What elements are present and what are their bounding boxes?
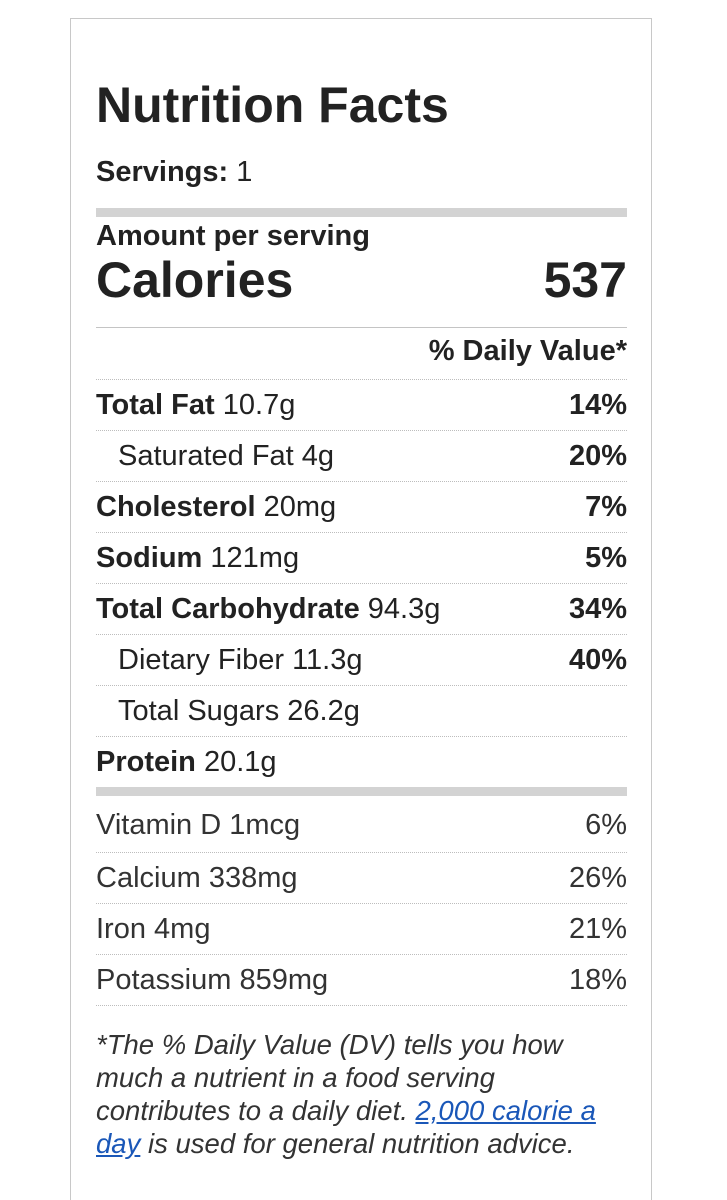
- daily-value-footnote: *The % Daily Value (DV) tells you how mu…: [96, 1029, 596, 1159]
- nutrient-pct: 40%: [568, 644, 627, 676]
- nutrient-name: Protein 20.1g: [96, 746, 277, 778]
- nutrient-name: Dietary Fiber 11.3g: [118, 644, 363, 676]
- divider: [96, 1005, 627, 1006]
- nutrient-name: Saturated Fat 4g: [118, 440, 335, 472]
- nutrient-pct: 14%: [568, 389, 627, 421]
- nutrient-row-saturated-fat: Saturated Fat 4g 20%: [96, 430, 627, 481]
- daily-value-header: % Daily Value*: [428, 335, 627, 367]
- vitamin-pct: 21%: [568, 913, 627, 945]
- nutrition-label: Nutrition Facts Servings: 1 Amount per s…: [70, 18, 652, 1200]
- vitamin-pct: 26%: [568, 862, 627, 894]
- vitamin-row-iron: Iron 4mg 21%: [96, 903, 627, 954]
- vitamin-name: Vitamin D 1mcg: [96, 809, 301, 841]
- nutrient-name: Sodium 121mg: [96, 542, 300, 574]
- nutrient-row-protein: Protein 20.1g: [96, 736, 627, 787]
- servings-label: Servings:: [96, 156, 229, 188]
- vitamin-pct: 6%: [585, 809, 627, 841]
- label-title: Nutrition Facts: [96, 77, 449, 133]
- nutrient-pct: 20%: [568, 440, 627, 472]
- divider: [96, 327, 627, 328]
- nutrient-pct: 34%: [568, 593, 627, 625]
- nutrient-row-total-carbohydrate: Total Carbohydrate 94.3g 34%: [96, 583, 627, 634]
- calorie-guidance-link[interactable]: 2,000 calorie a day: [96, 1095, 596, 1159]
- nutrient-row-total-sugars: Total Sugars 26.2g: [96, 685, 627, 736]
- vitamin-row-vitamin-d: Vitamin D 1mcg 6%: [96, 800, 627, 851]
- calories-row: Calories 537: [96, 251, 627, 309]
- nutrient-row-sodium: Sodium 121mg 5%: [96, 532, 627, 583]
- vitamin-row-potassium: Potassium 859mg 18%: [96, 954, 627, 1005]
- vitamin-row-calcium: Calcium 338mg 26%: [96, 852, 627, 903]
- thick-divider: [96, 787, 627, 796]
- vitamin-pct: 18%: [568, 964, 627, 996]
- vitamin-name: Potassium 859mg: [96, 964, 329, 996]
- vitamin-name: Iron 4mg: [96, 913, 211, 945]
- nutrient-name: Total Sugars 26.2g: [118, 695, 360, 727]
- calories-label: Calories: [96, 252, 294, 308]
- nutrient-pct: 7%: [585, 491, 627, 523]
- thick-divider: [96, 208, 627, 217]
- nutrient-row-total-fat: Total Fat 10.7g 14%: [96, 379, 627, 430]
- nutrient-row-dietary-fiber: Dietary Fiber 11.3g 40%: [96, 634, 627, 685]
- amount-per-serving: Amount per serving: [96, 220, 370, 252]
- nutrient-pct: 5%: [585, 542, 627, 574]
- servings-value: 1: [236, 156, 253, 188]
- vitamin-name: Calcium 338mg: [96, 862, 298, 894]
- servings-line: Servings: 1: [96, 155, 252, 189]
- nutrient-name: Total Fat 10.7g: [96, 389, 296, 421]
- calories-value: 537: [543, 252, 627, 308]
- nutrient-name: Cholesterol 20mg: [96, 491, 337, 523]
- nutrient-row-cholesterol: Cholesterol 20mg 7%: [96, 481, 627, 532]
- nutrient-name: Total Carbohydrate 94.3g: [96, 593, 441, 625]
